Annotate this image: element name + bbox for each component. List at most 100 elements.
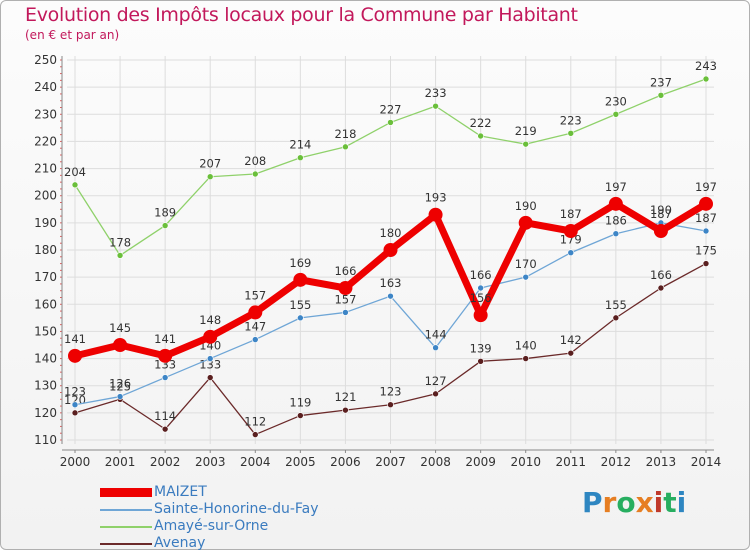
proxiti-logo: Proxiti xyxy=(582,486,686,519)
legend-label: Sainte-Honorine-du-Fay xyxy=(154,501,319,517)
logo-letter: i xyxy=(653,486,664,519)
data-label-sainte-honorine-du-fay: 147 xyxy=(244,320,266,334)
data-label-sainte-honorine-du-fay: 187 xyxy=(695,211,717,225)
data-point-maizet xyxy=(113,338,128,352)
data-label-avenay: 155 xyxy=(605,298,627,312)
x-tick-label: 2006 xyxy=(330,455,361,469)
x-tick-label: 2000 xyxy=(60,455,91,469)
data-label-amay-sur-orne: 230 xyxy=(605,94,627,108)
data-point-sainte-honorine-du-fay xyxy=(612,230,620,238)
data-point-amay-sur-orne xyxy=(161,222,169,229)
logo-letter: o xyxy=(616,486,636,519)
data-point-avenay xyxy=(71,409,79,417)
legend-label: Avenay xyxy=(154,535,206,551)
data-label-avenay: 121 xyxy=(334,390,356,404)
data-label-amay-sur-orne: 207 xyxy=(199,157,221,171)
data-point-sainte-honorine-du-fay xyxy=(251,336,259,343)
data-point-avenay xyxy=(251,431,259,438)
data-point-amay-sur-orne xyxy=(612,110,620,118)
legend-swatch xyxy=(100,543,152,545)
data-label-avenay: 139 xyxy=(470,341,492,355)
data-point-sainte-honorine-du-fay xyxy=(342,309,349,316)
logo-letter: r xyxy=(602,486,617,519)
chart-title: Evolution des Impôts locaux pour la Comm… xyxy=(25,4,578,26)
data-label-amay-sur-orne: 178 xyxy=(109,235,131,249)
data-label-sainte-honorine-du-fay: 144 xyxy=(425,328,447,342)
data-label-sainte-honorine-du-fay: 133 xyxy=(154,358,176,372)
y-tick-label: 160 xyxy=(34,297,57,311)
data-point-sainte-honorine-du-fay xyxy=(522,273,530,281)
data-label-maizet: 197 xyxy=(605,180,627,194)
data-label-sainte-honorine-du-fay: 163 xyxy=(380,276,402,290)
chart-legend: MAIZET Sainte-Honorine-du-Fay Amayé-sur-Or… xyxy=(100,484,400,552)
y-tick-label: 180 xyxy=(34,243,57,257)
x-tick-label: 2013 xyxy=(646,455,677,469)
data-label-sainte-honorine-du-fay: 170 xyxy=(515,257,537,271)
x-tick-label: 2009 xyxy=(465,455,496,469)
data-label-maizet: 187 xyxy=(560,207,582,221)
data-label-avenay: 114 xyxy=(154,409,176,423)
logo-letter: i xyxy=(676,486,687,519)
data-point-maizet xyxy=(158,348,173,363)
x-tick-label: 2010 xyxy=(510,455,541,469)
data-label-amay-sur-orne: 189 xyxy=(154,206,176,220)
data-label-sainte-honorine-du-fay: 157 xyxy=(334,292,356,306)
legend-swatch xyxy=(100,526,152,528)
x-tick-label: 2003 xyxy=(195,455,226,469)
data-label-amay-sur-orne: 243 xyxy=(695,59,717,73)
data-point-maizet xyxy=(68,348,82,363)
data-point-amay-sur-orne xyxy=(387,119,394,126)
data-label-amay-sur-orne: 227 xyxy=(380,102,402,116)
data-point-amay-sur-orne xyxy=(297,154,304,162)
legend-swatch xyxy=(100,488,152,497)
data-point-avenay xyxy=(567,349,575,357)
x-tick-label: 2001 xyxy=(105,455,136,469)
y-tick-label: 190 xyxy=(34,216,57,230)
data-label-sainte-honorine-du-fay: 186 xyxy=(605,214,627,228)
data-point-maizet xyxy=(563,224,578,238)
data-label-maizet: 197 xyxy=(695,180,717,194)
data-point-avenay xyxy=(432,390,439,398)
data-point-maizet xyxy=(428,207,443,222)
data-label-sainte-honorine-du-fay: 155 xyxy=(289,298,311,312)
legend-item: Amayé-sur-Orne xyxy=(100,518,400,535)
x-tick-label: 2002 xyxy=(150,455,181,469)
data-label-amay-sur-orne: 208 xyxy=(244,154,266,168)
y-tick-label: 140 xyxy=(34,352,57,366)
data-label-avenay: 123 xyxy=(380,385,402,399)
data-point-avenay xyxy=(477,357,484,365)
data-point-sainte-honorine-du-fay xyxy=(567,249,575,257)
data-point-maizet xyxy=(473,308,488,323)
data-point-avenay xyxy=(612,314,620,322)
data-label-avenay: 142 xyxy=(560,333,582,347)
data-point-amay-sur-orne xyxy=(71,181,79,189)
legend-label: Amayé-sur-Orne xyxy=(154,518,269,534)
data-point-maizet xyxy=(293,272,308,287)
legend-item: MAIZET xyxy=(100,484,400,501)
data-point-sainte-honorine-du-fay xyxy=(161,374,169,381)
data-label-maizet: 193 xyxy=(425,191,447,205)
data-point-amay-sur-orne xyxy=(342,143,349,151)
data-label-amay-sur-orne: 223 xyxy=(560,113,582,127)
data-label-sainte-honorine-du-fay: 126 xyxy=(109,377,131,391)
data-point-avenay xyxy=(342,406,349,414)
data-point-maizet xyxy=(699,196,713,211)
data-point-sainte-honorine-du-fay xyxy=(702,227,710,235)
data-label-amay-sur-orne: 233 xyxy=(425,86,447,100)
data-point-avenay xyxy=(702,260,710,267)
data-label-maizet: 141 xyxy=(154,332,176,346)
data-point-amay-sur-orne xyxy=(432,102,439,110)
data-point-maizet xyxy=(653,224,668,238)
y-tick-label: 250 xyxy=(34,53,57,67)
x-tick-label: 2014 xyxy=(691,455,722,469)
data-label-avenay: 112 xyxy=(244,415,266,429)
y-tick-label: 130 xyxy=(34,379,57,393)
data-point-maizet xyxy=(203,329,218,344)
x-tick-label: 2012 xyxy=(601,455,632,469)
data-label-maizet: 156 xyxy=(470,291,492,305)
data-point-maizet xyxy=(383,243,398,257)
data-point-amay-sur-orne xyxy=(116,252,124,259)
data-label-sainte-honorine-du-fay: 190 xyxy=(650,203,672,217)
data-point-amay-sur-orne xyxy=(522,140,530,148)
